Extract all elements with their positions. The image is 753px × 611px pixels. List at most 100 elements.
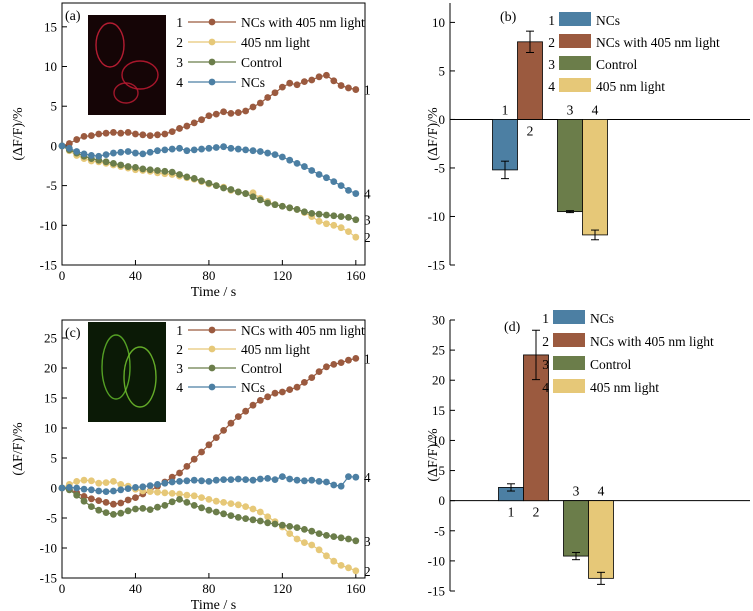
data-point	[301, 208, 308, 216]
x-tick-label: 40	[129, 268, 142, 283]
series-2	[58, 142, 360, 241]
cell-image	[88, 322, 166, 422]
data-point	[352, 355, 360, 362]
data-point	[176, 496, 183, 503]
series-end-label: 3	[364, 534, 371, 549]
data-point	[330, 533, 338, 540]
data-point	[102, 151, 110, 159]
data-point	[330, 77, 338, 85]
x-tick-label: 0	[59, 268, 66, 283]
data-point	[256, 148, 264, 155]
series-1	[58, 355, 360, 508]
data-point	[205, 478, 213, 485]
data-point	[212, 110, 220, 118]
data-point	[183, 122, 191, 130]
data-point	[117, 499, 125, 507]
data-point	[242, 107, 250, 115]
data-point	[323, 211, 330, 219]
data-point	[212, 182, 220, 190]
data-point	[278, 202, 286, 210]
data-point	[176, 490, 183, 498]
bar-number-label: 1	[502, 102, 509, 117]
bar-number-label: 3	[567, 102, 574, 117]
data-point	[87, 503, 95, 510]
data-point	[227, 419, 235, 427]
data-point	[308, 527, 316, 535]
y-tick-label: 5	[51, 99, 58, 114]
data-point	[234, 475, 242, 483]
data-point	[161, 502, 169, 509]
data-point	[190, 146, 198, 154]
data-point	[154, 147, 161, 155]
legend-label: Control	[241, 361, 283, 376]
y-tick-label: -10	[40, 541, 57, 556]
legend-marker	[208, 18, 216, 26]
data-point	[117, 486, 125, 494]
data-point	[87, 495, 95, 503]
cell-outline	[121, 60, 159, 90]
data-point	[301, 526, 308, 533]
bar	[557, 119, 583, 213]
data-point	[132, 494, 139, 501]
x-axis-label: Time / s	[191, 598, 236, 611]
y-tick-label: -10	[428, 209, 445, 224]
data-point	[352, 86, 360, 93]
legend-label: NCs	[241, 380, 265, 395]
data-point	[345, 356, 352, 364]
data-point	[345, 228, 352, 236]
data-point	[102, 479, 110, 486]
data-point	[58, 142, 66, 150]
data-point	[220, 476, 228, 483]
cell-outline	[113, 82, 139, 104]
data-point	[352, 233, 360, 241]
legend-swatch	[553, 356, 585, 370]
data-point	[220, 499, 228, 506]
data-point	[256, 99, 264, 107]
data-point	[271, 151, 279, 159]
data-point	[161, 489, 169, 497]
data-point	[161, 479, 169, 487]
data-point	[58, 484, 66, 492]
y-tick-label: 30	[432, 313, 445, 328]
series-end-label: 1	[364, 351, 371, 366]
data-point	[220, 510, 228, 518]
data-point	[161, 130, 169, 138]
data-point	[315, 210, 323, 218]
x-tick-label: 160	[346, 581, 366, 596]
legend-marker	[208, 383, 216, 391]
data-point	[227, 476, 235, 483]
data-point	[198, 116, 205, 124]
y-tick-label: -15	[40, 258, 57, 273]
data-point	[308, 541, 316, 549]
data-point	[168, 498, 176, 506]
data-point	[198, 145, 205, 153]
data-point	[249, 103, 257, 111]
data-point	[352, 190, 360, 197]
bar-number-label: 2	[533, 505, 540, 520]
data-point	[308, 76, 316, 84]
data-point	[286, 523, 294, 530]
data-point	[146, 166, 154, 174]
data-point	[110, 511, 117, 518]
x-tick-label: 40	[129, 581, 142, 596]
legend-number: 3	[176, 361, 183, 376]
data-point	[146, 482, 154, 489]
data-point	[95, 479, 103, 487]
data-point	[337, 482, 345, 490]
data-point	[234, 501, 242, 509]
data-point	[249, 193, 257, 201]
y-tick-label: -10	[40, 218, 57, 233]
data-point	[301, 78, 308, 85]
data-point	[65, 484, 73, 491]
legend-marker	[208, 364, 216, 372]
data-point	[198, 494, 205, 501]
x-axis-label: Time / s	[191, 285, 236, 300]
data-point	[65, 140, 73, 147]
y-tick-label: 5	[51, 451, 58, 466]
y-axis-label: (ΔF/F)/%	[426, 428, 441, 482]
data-point	[139, 165, 147, 173]
series-4	[58, 473, 360, 495]
axes-frame	[61, 2, 366, 266]
data-point	[227, 512, 235, 519]
